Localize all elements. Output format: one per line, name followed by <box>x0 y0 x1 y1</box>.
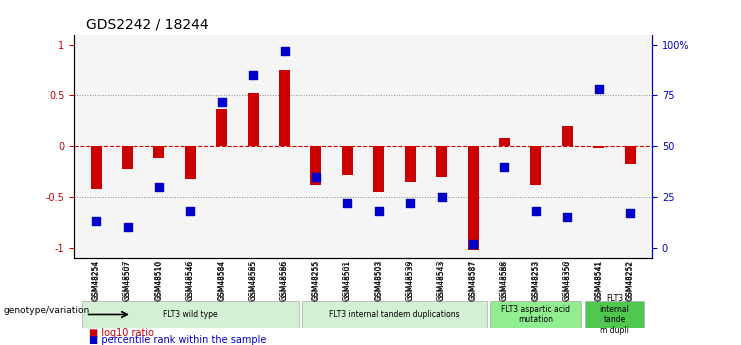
Text: GSM48543: GSM48543 <box>437 259 446 301</box>
Point <box>216 99 227 104</box>
Bar <box>310 146 322 185</box>
Point <box>499 164 511 169</box>
Text: GSM48503: GSM48503 <box>376 260 382 299</box>
FancyBboxPatch shape <box>82 301 299 328</box>
Bar <box>216 109 227 146</box>
Bar <box>625 146 636 165</box>
Text: GSM48539: GSM48539 <box>408 260 413 299</box>
Bar <box>405 146 416 182</box>
Text: GSM48539: GSM48539 <box>406 259 415 301</box>
Point <box>342 200 353 206</box>
Point <box>122 225 133 230</box>
Text: GSM48252: GSM48252 <box>625 259 634 300</box>
Text: GSM48588: GSM48588 <box>502 260 508 299</box>
Point <box>153 184 165 190</box>
Point <box>530 208 542 214</box>
Text: GSM48253: GSM48253 <box>531 259 540 301</box>
Bar <box>342 146 353 175</box>
Text: GSM48588: GSM48588 <box>500 259 509 300</box>
Bar <box>468 146 479 250</box>
Text: GSM48541: GSM48541 <box>596 260 602 299</box>
Text: GSM48350: GSM48350 <box>564 260 571 299</box>
Bar <box>562 126 573 146</box>
Text: GSM48510: GSM48510 <box>154 259 164 301</box>
Text: GSM48541: GSM48541 <box>594 259 603 301</box>
Bar <box>90 146 102 189</box>
Text: GSM48507: GSM48507 <box>124 260 130 299</box>
Point <box>624 210 636 216</box>
Bar <box>247 93 259 146</box>
Text: GSM48255: GSM48255 <box>313 260 319 299</box>
Text: GSM48587: GSM48587 <box>470 260 476 299</box>
Point <box>90 219 102 224</box>
Point <box>562 215 574 220</box>
Text: GSM48543: GSM48543 <box>439 260 445 299</box>
Bar <box>594 146 604 148</box>
Bar <box>185 146 196 179</box>
Text: FLT3 wild type: FLT3 wild type <box>163 310 218 319</box>
Text: GSM48586: GSM48586 <box>282 260 288 299</box>
Bar <box>122 146 133 169</box>
Text: ■ percentile rank within the sample: ■ percentile rank within the sample <box>89 335 266 345</box>
Bar <box>373 146 385 192</box>
Text: FLT3 internal tandem duplications: FLT3 internal tandem duplications <box>329 310 460 319</box>
Text: GSM48350: GSM48350 <box>562 259 572 301</box>
Text: GSM48546: GSM48546 <box>186 259 195 301</box>
Text: GDS2242 / 18244: GDS2242 / 18244 <box>86 18 208 32</box>
Text: genotype/variation: genotype/variation <box>4 306 90 315</box>
Point <box>593 87 605 92</box>
Text: GSM48254: GSM48254 <box>93 260 99 299</box>
Text: GSM48255: GSM48255 <box>311 259 320 301</box>
Text: GSM48501: GSM48501 <box>345 260 350 299</box>
Point <box>467 241 479 246</box>
Bar <box>153 146 165 158</box>
Text: FLT3 aspartic acid
mutation: FLT3 aspartic acid mutation <box>502 305 571 324</box>
Text: GSM48585: GSM48585 <box>250 260 256 299</box>
Point <box>436 194 448 200</box>
Bar <box>279 70 290 146</box>
Text: FLT3
internal
tande
m dupli: FLT3 internal tande m dupli <box>599 294 629 335</box>
Text: GSM48584: GSM48584 <box>217 259 226 301</box>
Text: GSM48584: GSM48584 <box>219 260 225 299</box>
FancyBboxPatch shape <box>585 301 644 328</box>
Point <box>279 48 290 53</box>
FancyBboxPatch shape <box>302 301 487 328</box>
Text: GSM48501: GSM48501 <box>343 259 352 301</box>
Point <box>373 208 385 214</box>
Text: GSM48586: GSM48586 <box>280 259 289 301</box>
Bar <box>499 138 510 146</box>
Text: GSM48503: GSM48503 <box>374 259 383 301</box>
Text: GSM48254: GSM48254 <box>92 259 101 301</box>
FancyBboxPatch shape <box>491 301 582 328</box>
Text: GSM48253: GSM48253 <box>533 260 539 299</box>
Text: GSM48546: GSM48546 <box>187 260 193 299</box>
Point <box>310 174 322 179</box>
Text: GSM48585: GSM48585 <box>249 259 258 301</box>
Text: GSM48252: GSM48252 <box>627 260 633 299</box>
Text: GSM48507: GSM48507 <box>123 259 132 301</box>
Text: GSM48510: GSM48510 <box>156 260 162 299</box>
Bar <box>436 146 447 177</box>
Text: GSM48587: GSM48587 <box>468 259 477 301</box>
Text: ■ log10 ratio: ■ log10 ratio <box>89 328 154 338</box>
Point <box>405 200 416 206</box>
Bar <box>531 146 542 185</box>
Point <box>185 208 196 214</box>
Point <box>247 72 259 78</box>
